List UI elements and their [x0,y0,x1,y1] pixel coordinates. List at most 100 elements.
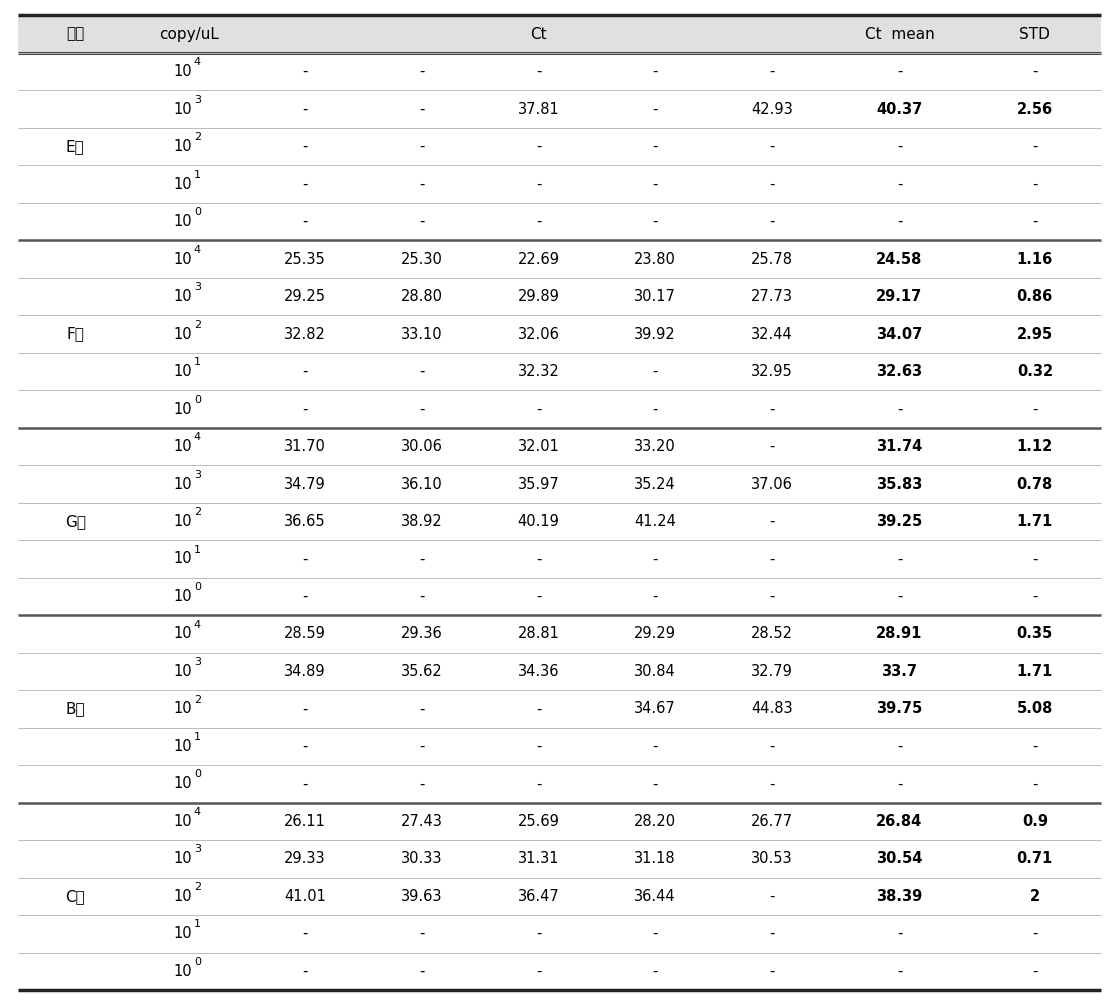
Text: 40.37: 40.37 [876,102,922,117]
Text: 31.70: 31.70 [284,439,326,454]
Text: 1.71: 1.71 [1017,664,1053,679]
Text: 34.07: 34.07 [876,327,922,342]
Text: -: - [769,739,774,754]
Text: 29.89: 29.89 [517,289,560,305]
Text: -: - [896,776,902,791]
Text: E사: E사 [66,140,85,154]
Text: -: - [1032,589,1037,604]
Text: -: - [896,739,902,754]
Text: 42.93: 42.93 [751,102,792,117]
Text: -: - [302,364,308,379]
Text: -: - [302,739,308,754]
Text: -: - [419,140,424,154]
Text: 1: 1 [194,170,200,180]
Text: 10: 10 [173,64,191,79]
Text: 23.80: 23.80 [634,251,676,266]
Text: -: - [769,589,774,604]
Text: 1: 1 [194,357,200,367]
Text: 10: 10 [173,851,191,866]
Text: 26.84: 26.84 [876,814,922,829]
Text: 5.08: 5.08 [1017,701,1053,717]
Text: 2.95: 2.95 [1017,327,1053,342]
Text: 10: 10 [173,102,191,117]
Text: 22.69: 22.69 [517,251,560,266]
Text: 32.79: 32.79 [751,664,793,679]
Text: 2: 2 [194,133,201,143]
Text: -: - [419,402,424,416]
Text: -: - [652,739,658,754]
Text: -: - [536,964,542,979]
Text: 35.83: 35.83 [876,476,923,491]
Text: -: - [419,552,424,567]
Text: 0.78: 0.78 [1017,476,1053,491]
Text: 3: 3 [194,657,200,667]
Text: 30.17: 30.17 [634,289,676,305]
Text: -: - [302,552,308,567]
Text: 39.63: 39.63 [401,888,442,903]
Text: -: - [769,402,774,416]
Text: G사: G사 [65,514,86,529]
Text: 10: 10 [173,589,191,604]
Text: 24.58: 24.58 [876,251,923,266]
Text: -: - [896,964,902,979]
Text: 2.56: 2.56 [1017,102,1053,117]
Text: 34.89: 34.89 [284,664,326,679]
Text: 25.35: 25.35 [284,251,326,266]
Text: 10: 10 [173,476,191,491]
Text: -: - [652,177,658,192]
Text: 34.79: 34.79 [284,476,326,491]
Text: -: - [769,140,774,154]
Text: 10: 10 [173,552,191,567]
Text: 29.25: 29.25 [284,289,326,305]
Text: 10: 10 [173,289,191,305]
Text: 28.80: 28.80 [401,289,443,305]
Text: 1: 1 [194,732,200,742]
Text: 1.71: 1.71 [1017,514,1053,529]
Text: -: - [536,214,542,229]
Text: 10: 10 [173,251,191,266]
Text: 0: 0 [194,582,200,592]
Text: -: - [1032,739,1037,754]
Text: 30.53: 30.53 [751,851,792,866]
Text: 39.25: 39.25 [876,514,922,529]
Text: -: - [896,140,902,154]
Text: -: - [536,64,542,79]
Text: 28.81: 28.81 [517,626,560,641]
Text: 36.44: 36.44 [634,888,676,903]
Text: 10: 10 [173,439,191,454]
Text: 25.78: 25.78 [751,251,793,266]
Text: 0: 0 [194,770,200,780]
Text: 30.54: 30.54 [876,851,923,866]
Text: 32.06: 32.06 [517,327,560,342]
Text: -: - [302,776,308,791]
Text: -: - [652,776,658,791]
Text: -: - [769,776,774,791]
Text: 10: 10 [173,626,191,641]
Text: 1.16: 1.16 [1017,251,1053,266]
Text: 39.75: 39.75 [876,701,922,717]
Text: 3: 3 [194,469,200,479]
Text: 39.92: 39.92 [634,327,676,342]
Text: -: - [896,589,902,604]
Text: 30.33: 30.33 [401,851,442,866]
Text: 32.95: 32.95 [751,364,792,379]
Text: 4: 4 [194,432,201,442]
Text: 10: 10 [173,514,191,529]
Text: 31.31: 31.31 [518,851,560,866]
Text: 10: 10 [173,888,191,903]
Text: 0.71: 0.71 [1017,851,1053,866]
Text: 38.39: 38.39 [876,888,922,903]
Text: 34.67: 34.67 [634,701,676,717]
Text: 37.06: 37.06 [751,476,793,491]
Text: 10: 10 [173,402,191,416]
Text: 33.10: 33.10 [401,327,442,342]
Text: 25.69: 25.69 [517,814,560,829]
Text: 34.36: 34.36 [518,664,560,679]
Text: 10: 10 [173,664,191,679]
Text: -: - [896,552,902,567]
Text: 31.18: 31.18 [634,851,676,866]
Text: F사: F사 [66,327,84,342]
Text: 10: 10 [173,776,191,791]
Text: -: - [896,214,902,229]
Text: 27.73: 27.73 [751,289,793,305]
